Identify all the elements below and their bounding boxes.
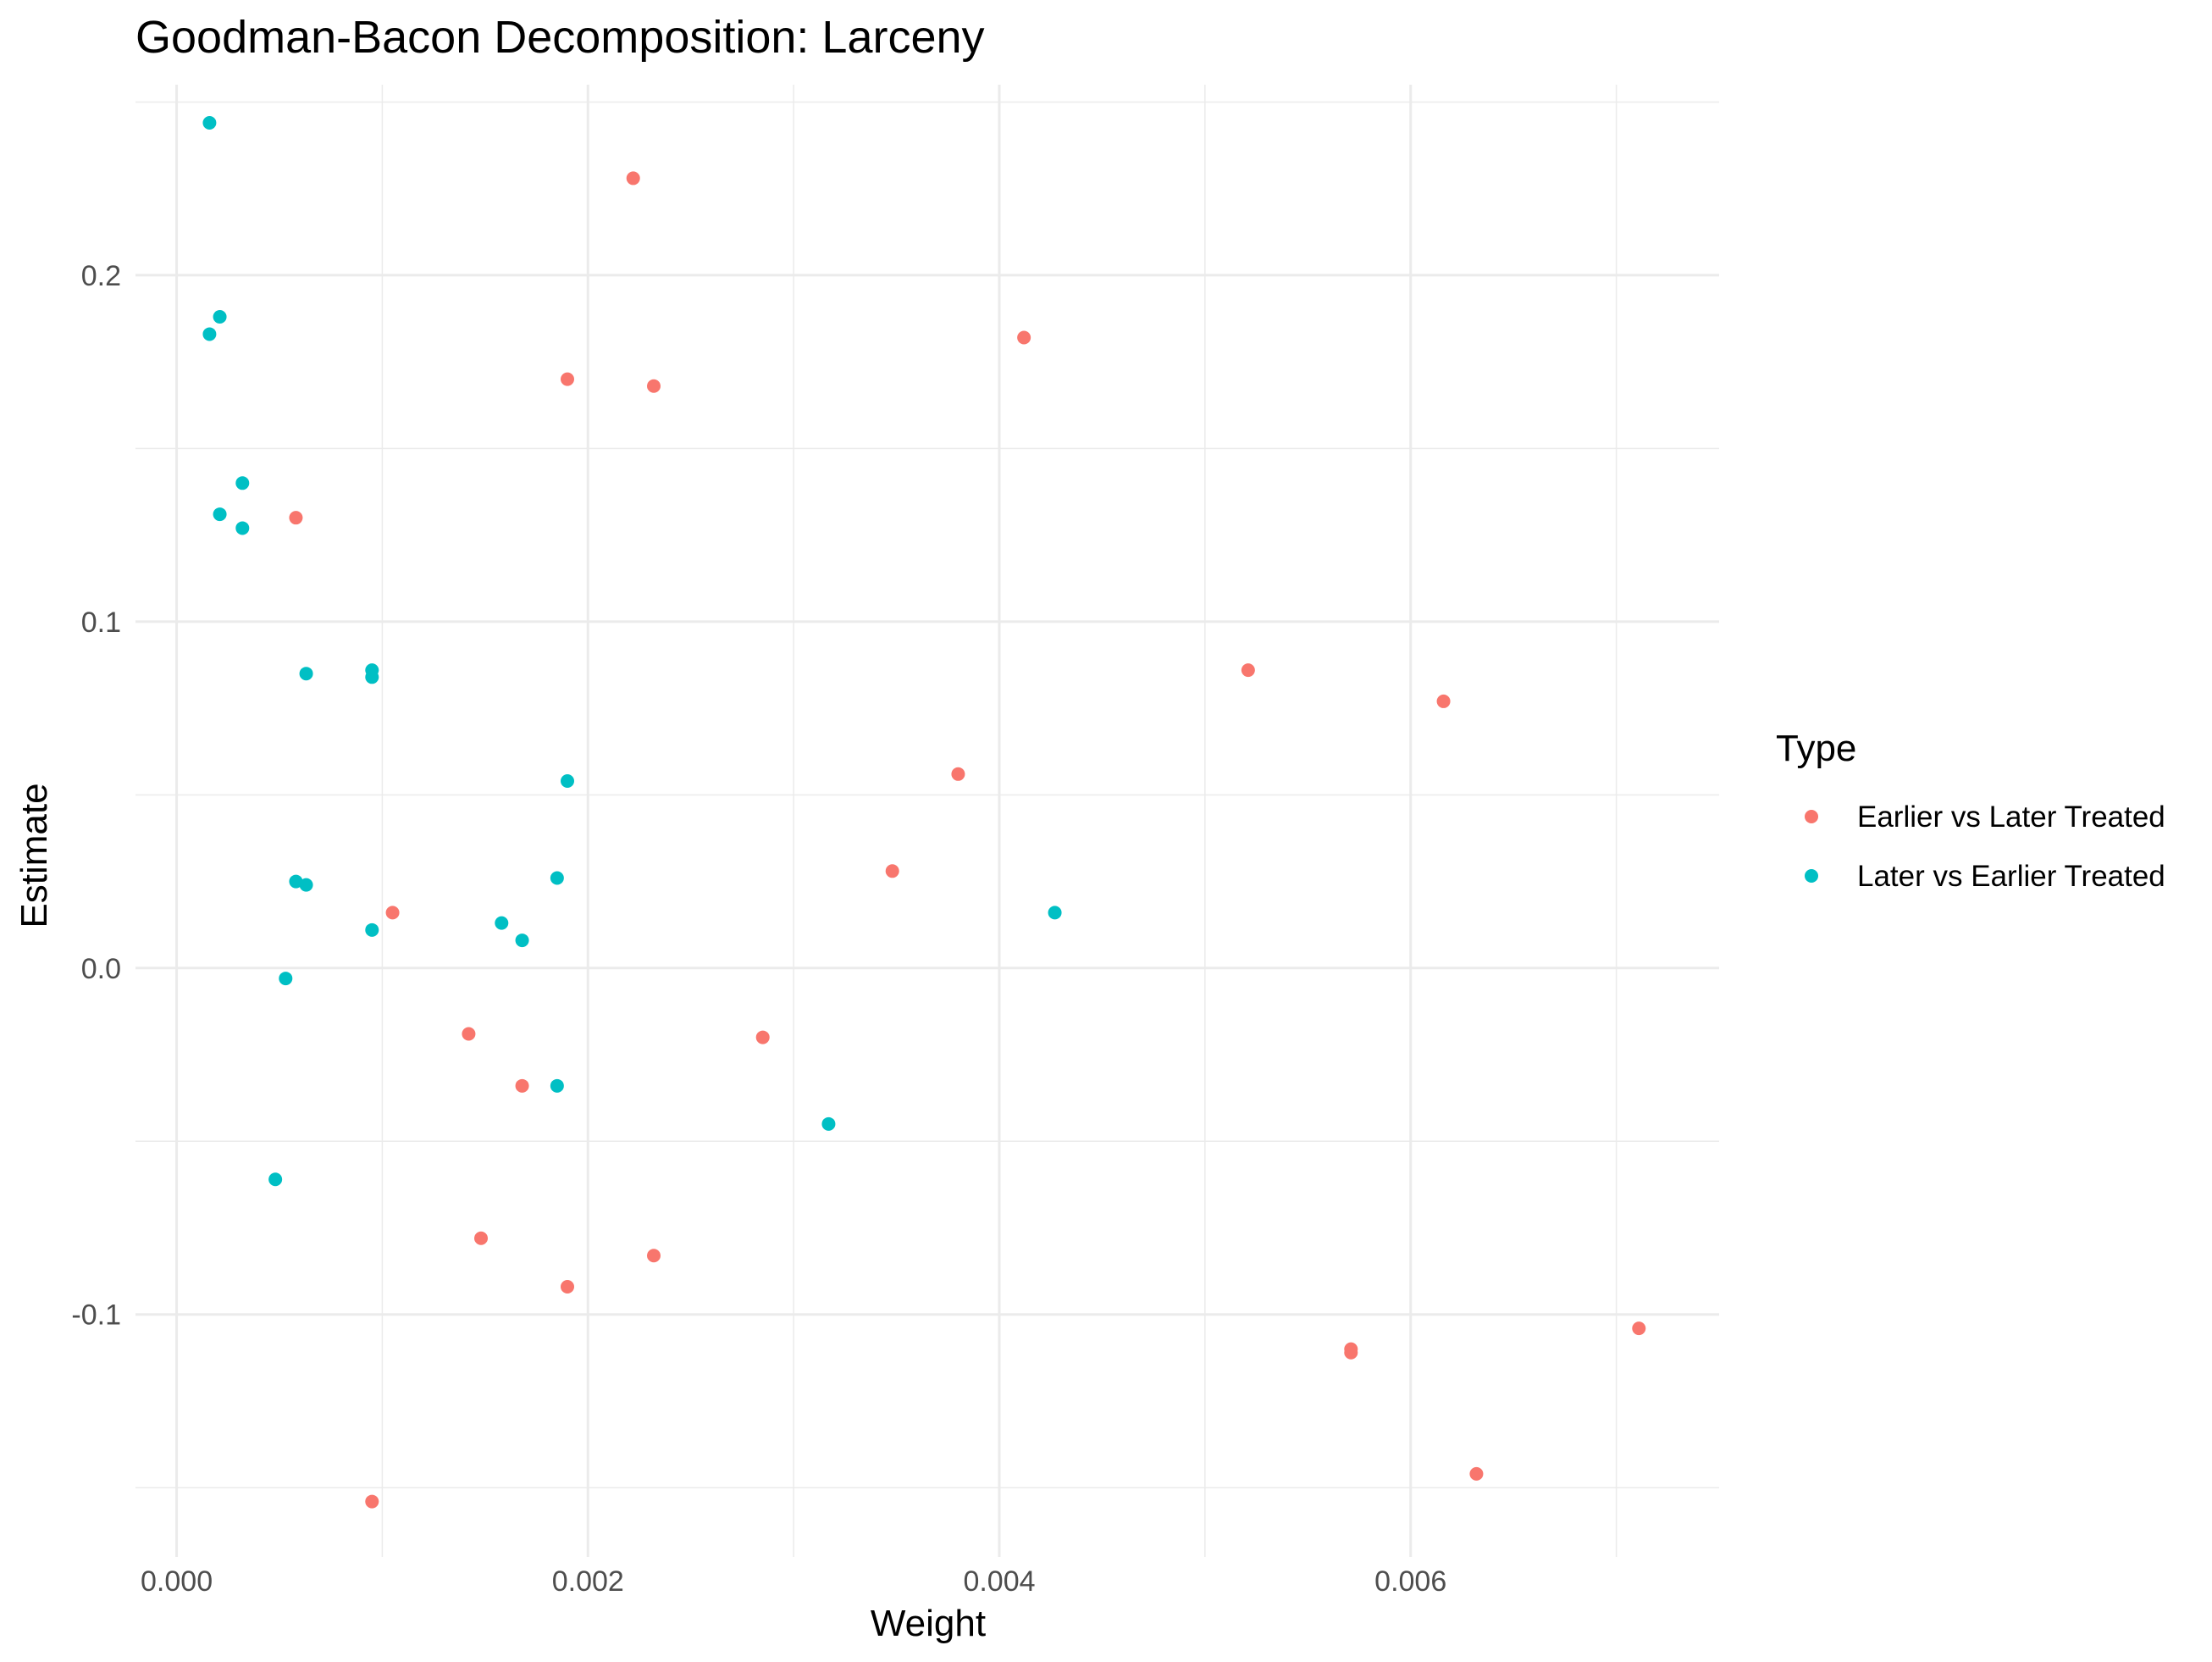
point-later-vs-earlier: [279, 972, 293, 986]
x-tick-label: 0.004: [963, 1565, 1035, 1598]
point-later-vs-earlier: [365, 670, 379, 684]
x-tick-label: 0.002: [552, 1565, 624, 1598]
x-tick-label: 0.000: [141, 1565, 213, 1598]
point-earlier-vs-later: [561, 372, 574, 386]
point-later-vs-earlier: [299, 667, 313, 681]
legend-label-earlier-vs-later: Earlier vs Later Treated: [1857, 801, 2165, 834]
y-tick-label: 0.0: [81, 953, 121, 985]
point-earlier-vs-later: [1017, 330, 1031, 345]
point-later-vs-earlier: [821, 1116, 836, 1131]
point-earlier-vs-later: [1436, 694, 1451, 708]
x-tick-label: 0.006: [1374, 1565, 1446, 1598]
point-earlier-vs-later: [647, 1249, 661, 1263]
point-later-vs-earlier: [299, 878, 313, 892]
point-later-vs-earlier: [202, 327, 217, 341]
point-later-vs-earlier: [365, 922, 379, 937]
point-earlier-vs-later: [289, 511, 303, 525]
point-earlier-vs-later: [1241, 663, 1255, 678]
point-later-vs-earlier: [268, 1172, 283, 1187]
x-axis-title: Weight: [871, 1603, 986, 1644]
point-earlier-vs-later: [365, 1494, 379, 1509]
point-earlier-vs-later: [561, 1280, 574, 1294]
legend-label-later-vs-earlier: Later vs Earlier Treated: [1857, 860, 2165, 893]
chart-title: Goodman-Bacon Decomposition: Larceny: [135, 12, 985, 63]
point-later-vs-earlier: [289, 874, 303, 889]
data-points: [202, 115, 1646, 1509]
point-earlier-vs-later: [1469, 1466, 1484, 1481]
x-axis-ticks: 0.000 0.002 0.004 0.006: [141, 1565, 1446, 1598]
y-axis-ticks: -0.1 0.0 0.1 0.2: [71, 260, 121, 1332]
point-later-vs-earlier: [550, 1078, 564, 1093]
legend: Type Earlier vs Later Treated Later vs E…: [1776, 728, 2165, 893]
y-tick-label: -0.1: [71, 1299, 121, 1332]
point-later-vs-earlier: [550, 871, 564, 885]
point-earlier-vs-later: [647, 379, 661, 393]
point-later-vs-earlier: [495, 916, 509, 930]
point-earlier-vs-later: [951, 767, 965, 781]
point-later-vs-earlier: [213, 507, 227, 522]
point-earlier-vs-later: [1632, 1321, 1646, 1336]
point-later-vs-earlier: [515, 933, 529, 948]
point-later-vs-earlier: [561, 773, 574, 788]
point-earlier-vs-later: [755, 1030, 770, 1044]
point-later-vs-earlier: [235, 476, 250, 490]
point-earlier-vs-later: [1344, 1345, 1358, 1360]
point-later-vs-earlier: [213, 309, 227, 324]
y-axis-title: Estimate: [14, 783, 55, 928]
legend-key-later-vs-earlier: [1805, 869, 1818, 883]
legend-key-earlier-vs-later: [1805, 810, 1818, 823]
point-later-vs-earlier: [235, 521, 250, 535]
point-earlier-vs-later: [385, 906, 400, 920]
grid-lines: [135, 85, 1719, 1557]
point-earlier-vs-later: [515, 1078, 529, 1093]
point-earlier-vs-later: [474, 1231, 488, 1245]
point-earlier-vs-later: [885, 864, 899, 878]
point-earlier-vs-later: [462, 1027, 476, 1041]
point-later-vs-earlier: [202, 115, 217, 130]
y-tick-label: 0.1: [81, 607, 121, 639]
y-tick-label: 0.2: [81, 260, 121, 292]
point-later-vs-earlier: [1048, 906, 1062, 920]
legend-title: Type: [1776, 728, 1856, 769]
point-earlier-vs-later: [626, 171, 640, 186]
